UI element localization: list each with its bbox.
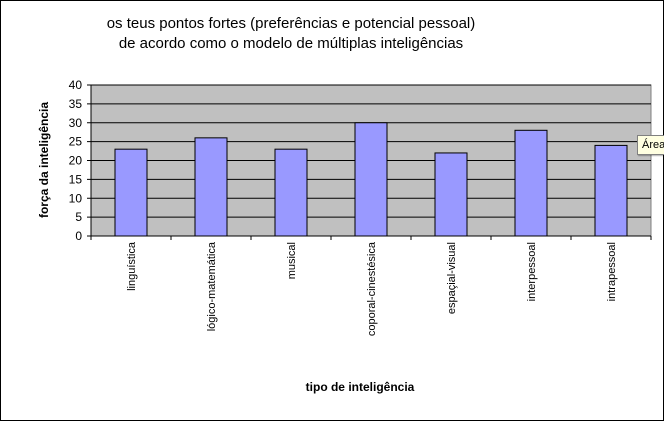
bar bbox=[514, 129, 548, 237]
bar bbox=[354, 122, 388, 237]
y-tick-label: 5 bbox=[75, 210, 82, 224]
y-tick-label: 40 bbox=[69, 78, 83, 92]
y-tick-label: 20 bbox=[69, 154, 83, 168]
y-tick-label: 25 bbox=[69, 135, 83, 149]
y-tick-label: 15 bbox=[69, 172, 83, 186]
x-category-label: interpessoal bbox=[526, 242, 538, 301]
area-tooltip: Área bbox=[637, 135, 664, 155]
y-tick-label: 10 bbox=[69, 191, 83, 205]
chart-title-line2: de acordo como o modelo de múltiplas int… bbox=[119, 35, 463, 52]
x-category-label: linguística bbox=[126, 241, 138, 291]
bar bbox=[274, 148, 308, 237]
bar bbox=[594, 144, 628, 237]
x-category-label: musical bbox=[286, 242, 298, 279]
bar bbox=[194, 137, 228, 237]
x-category-label: intrapessoal bbox=[606, 242, 618, 301]
bar bbox=[114, 148, 148, 237]
x-axis-title: tipo de inteligência bbox=[306, 380, 415, 394]
x-category-label: lógico-matemática bbox=[206, 241, 218, 331]
x-category-label: coporal-cinestésica bbox=[366, 241, 378, 336]
y-axis-title: força da inteligência bbox=[37, 102, 51, 218]
bar bbox=[434, 152, 468, 237]
y-tick-label: 30 bbox=[69, 116, 83, 130]
plot-area: 0 5 10 15 20 25 30 35 40 linguística lógico-matemá… bbox=[69, 78, 652, 336]
chart-title-line1: os teus pontos fortes (preferências e po… bbox=[107, 15, 476, 32]
y-tick-label: 35 bbox=[69, 97, 83, 111]
x-category-label: espaçial-visual bbox=[446, 242, 458, 314]
y-tick-label: 0 bbox=[75, 229, 82, 243]
